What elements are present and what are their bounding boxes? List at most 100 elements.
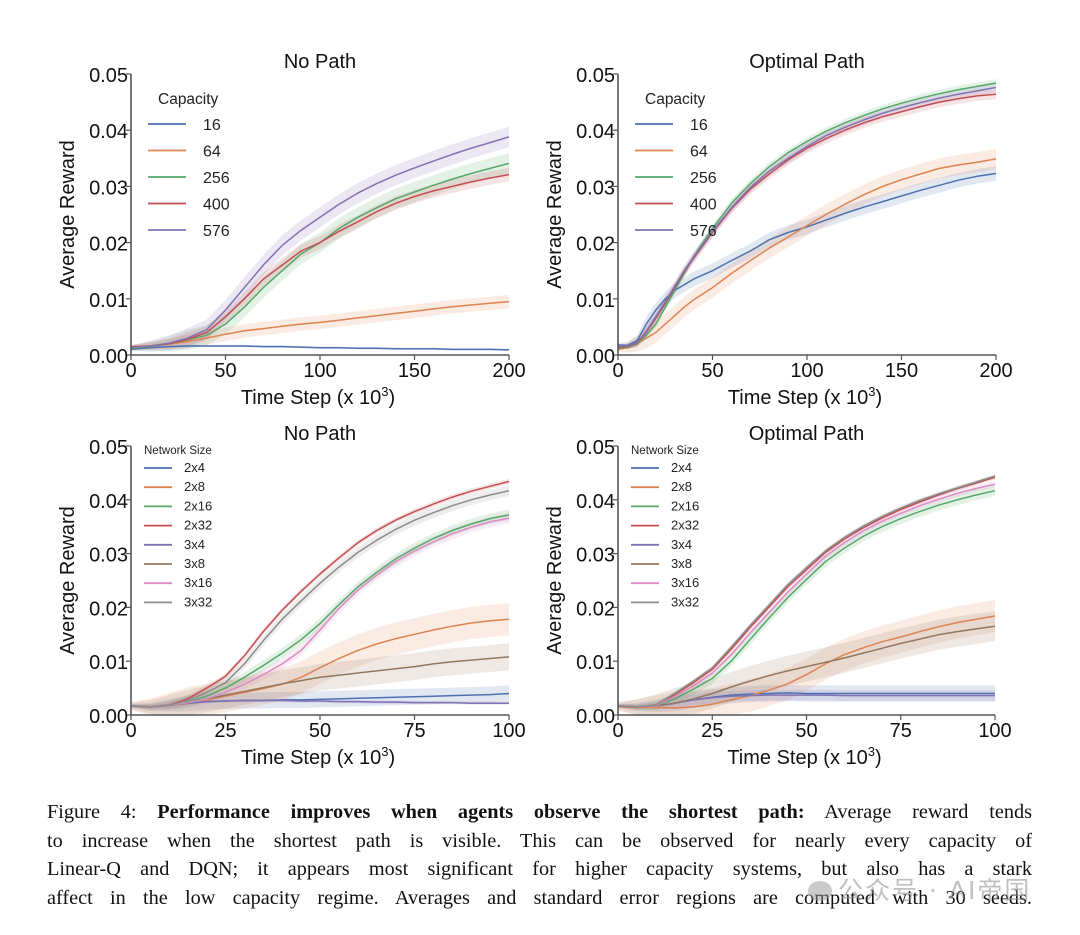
series-line-16 <box>130 345 510 351</box>
x-tick-label: 100 <box>978 720 1011 742</box>
legend-label-3x16: 3x16 <box>184 575 212 590</box>
y-tick-label: 0.01 <box>576 290 615 312</box>
series-line-3x16 <box>617 483 996 708</box>
x-tick-label: 100 <box>303 360 336 382</box>
legend-label-3x4: 3x4 <box>671 537 692 552</box>
caption-line: affect in the low capacity regime. Avera… <box>47 886 1032 909</box>
error-band-3x16 <box>131 512 509 710</box>
legend-label-2x4: 2x4 <box>184 460 205 475</box>
chart-panel: Optimal Path 0.00 0.01 0.02 0.03 0.04 0.05 0 50 1… <box>487 40 1027 415</box>
legend-label-400: 400 <box>203 197 230 214</box>
legend-label-576: 576 <box>690 223 717 240</box>
series-line-3x32 <box>130 489 510 708</box>
caption-label: Figure 4: <box>47 801 137 823</box>
y-tick-label: 0.04 <box>576 121 615 143</box>
y-tick-label: 0.00 <box>89 346 128 368</box>
x-tick-label: 0 <box>612 720 623 742</box>
y-axis-label: Average Reward <box>544 140 566 289</box>
x-tick-label: 75 <box>890 720 912 742</box>
legend-title: Capacity <box>158 91 219 108</box>
legend-label-2x16: 2x16 <box>184 498 212 513</box>
wechat-logo-icon <box>808 881 832 901</box>
series-line-3x4 <box>130 699 509 708</box>
series-line-64 <box>617 158 997 351</box>
y-tick-label: 0.04 <box>89 491 128 513</box>
x-tick-label: 200 <box>979 360 1012 382</box>
legend-label-256: 256 <box>203 170 230 187</box>
series-line-16 <box>617 172 997 347</box>
y-tick-label: 0.01 <box>576 652 615 674</box>
series-line-2x16 <box>617 489 996 708</box>
legend-label-3x4: 3x4 <box>184 537 205 552</box>
x-tick-label: 50 <box>214 360 236 382</box>
legend-label-576: 576 <box>203 223 230 240</box>
legend-label-16: 16 <box>690 117 708 134</box>
legend-label-256: 256 <box>690 170 717 187</box>
caption-bold-title: Performance improves when agents observe… <box>157 801 805 823</box>
legend: Network Size 2x4 2x8 2x16 2x32 3x4 3x8 3x16 3x32 <box>144 445 212 609</box>
series-line-3x16 <box>130 517 510 708</box>
x-tick-label: 150 <box>398 360 431 382</box>
y-tick-label: 0.00 <box>576 346 615 368</box>
x-tick-label: 100 <box>492 720 525 742</box>
series-line-64 <box>130 300 510 350</box>
y-tick-label: 0.02 <box>576 598 615 620</box>
series-line-576 <box>618 86 997 347</box>
legend-label-16: 16 <box>203 117 221 134</box>
legend-label-3x32: 3x32 <box>184 594 212 609</box>
error-band-2x4 <box>618 684 995 712</box>
error-bands <box>618 79 996 353</box>
y-axis-label: Average Reward <box>544 506 566 655</box>
error-band-576 <box>131 126 509 352</box>
series-line-256 <box>617 82 997 350</box>
chart-panel: No Path 0.00 0.01 0.02 0.03 0.04 0.05 0 50 100 150… <box>0 40 540 415</box>
legend-label-2x8: 2x8 <box>671 479 692 494</box>
legend-label-2x32: 2x32 <box>184 518 212 533</box>
legend-label-3x16: 3x16 <box>671 575 699 590</box>
series-lines <box>617 475 996 709</box>
x-axis-label: Time Step (x 103) <box>728 384 882 409</box>
chart-title: No Path <box>284 51 356 73</box>
y-tick-label: 0.05 <box>89 437 128 459</box>
x-axis-label: Time Step (x 103) <box>727 744 881 769</box>
y-tick-label: 0.05 <box>576 65 615 87</box>
chart-svg: Optimal Path 0.00 0.01 0.02 0.03 0.04 0.05 0 25 5… <box>544 423 1012 769</box>
x-tick-label: 25 <box>701 720 723 742</box>
series-lines <box>130 136 510 351</box>
y-tick-label: 0.00 <box>576 706 615 728</box>
y-tick-label: 0.03 <box>89 545 128 567</box>
caption-line: Figure 4: Performance improves when agen… <box>47 798 1032 827</box>
error-band-2x4 <box>131 685 509 712</box>
series-line-400 <box>617 93 997 348</box>
series-lines <box>617 82 997 351</box>
legend-title: Capacity <box>645 91 706 108</box>
caption-line: Linear-Q and DQN; it appears most signif… <box>47 858 1032 881</box>
y-tick-label: 0.05 <box>89 65 128 87</box>
legend-label-2x4: 2x4 <box>671 460 692 475</box>
y-tick-label: 0.04 <box>89 121 128 143</box>
x-tick-label: 75 <box>403 720 425 742</box>
error-band-16 <box>618 166 996 350</box>
chart-title: Optimal Path <box>749 51 865 73</box>
legend-title: Network Size <box>144 445 212 457</box>
chart-svg: No Path 0.00 0.01 0.02 0.03 0.04 0.05 0 25 50 75 10… <box>57 423 526 769</box>
legend-label-3x8: 3x8 <box>671 556 692 571</box>
legend: Network Size 2x4 2x8 2x16 2x32 3x4 3x8 3x16 3x32 <box>631 445 699 609</box>
y-tick-label: 0.05 <box>576 437 615 459</box>
x-axis-label: Time Step (x 103) <box>241 744 395 769</box>
series-line-2x16 <box>130 514 510 708</box>
y-tick-label: 0.03 <box>576 177 615 199</box>
x-tick-label: 100 <box>790 360 823 382</box>
x-tick-label: 200 <box>492 360 525 382</box>
x-tick-label: 50 <box>309 720 331 742</box>
series-line-3x8 <box>617 625 996 708</box>
legend-title: Network Size <box>631 445 699 457</box>
error-band-3x8 <box>131 643 509 715</box>
series-line-2x32 <box>617 476 996 708</box>
watermark: 公众号 · AI帝国 <box>808 871 1031 907</box>
chart-svg: No Path 0.00 0.01 0.02 0.03 0.04 0.05 0 50 100 150… <box>57 51 526 409</box>
series-line-3x32 <box>617 475 996 708</box>
y-tick-label: 0.00 <box>89 706 128 728</box>
caption-line: to increase when the shortest path is vi… <box>47 829 1032 852</box>
x-tick-label: 150 <box>885 360 918 382</box>
